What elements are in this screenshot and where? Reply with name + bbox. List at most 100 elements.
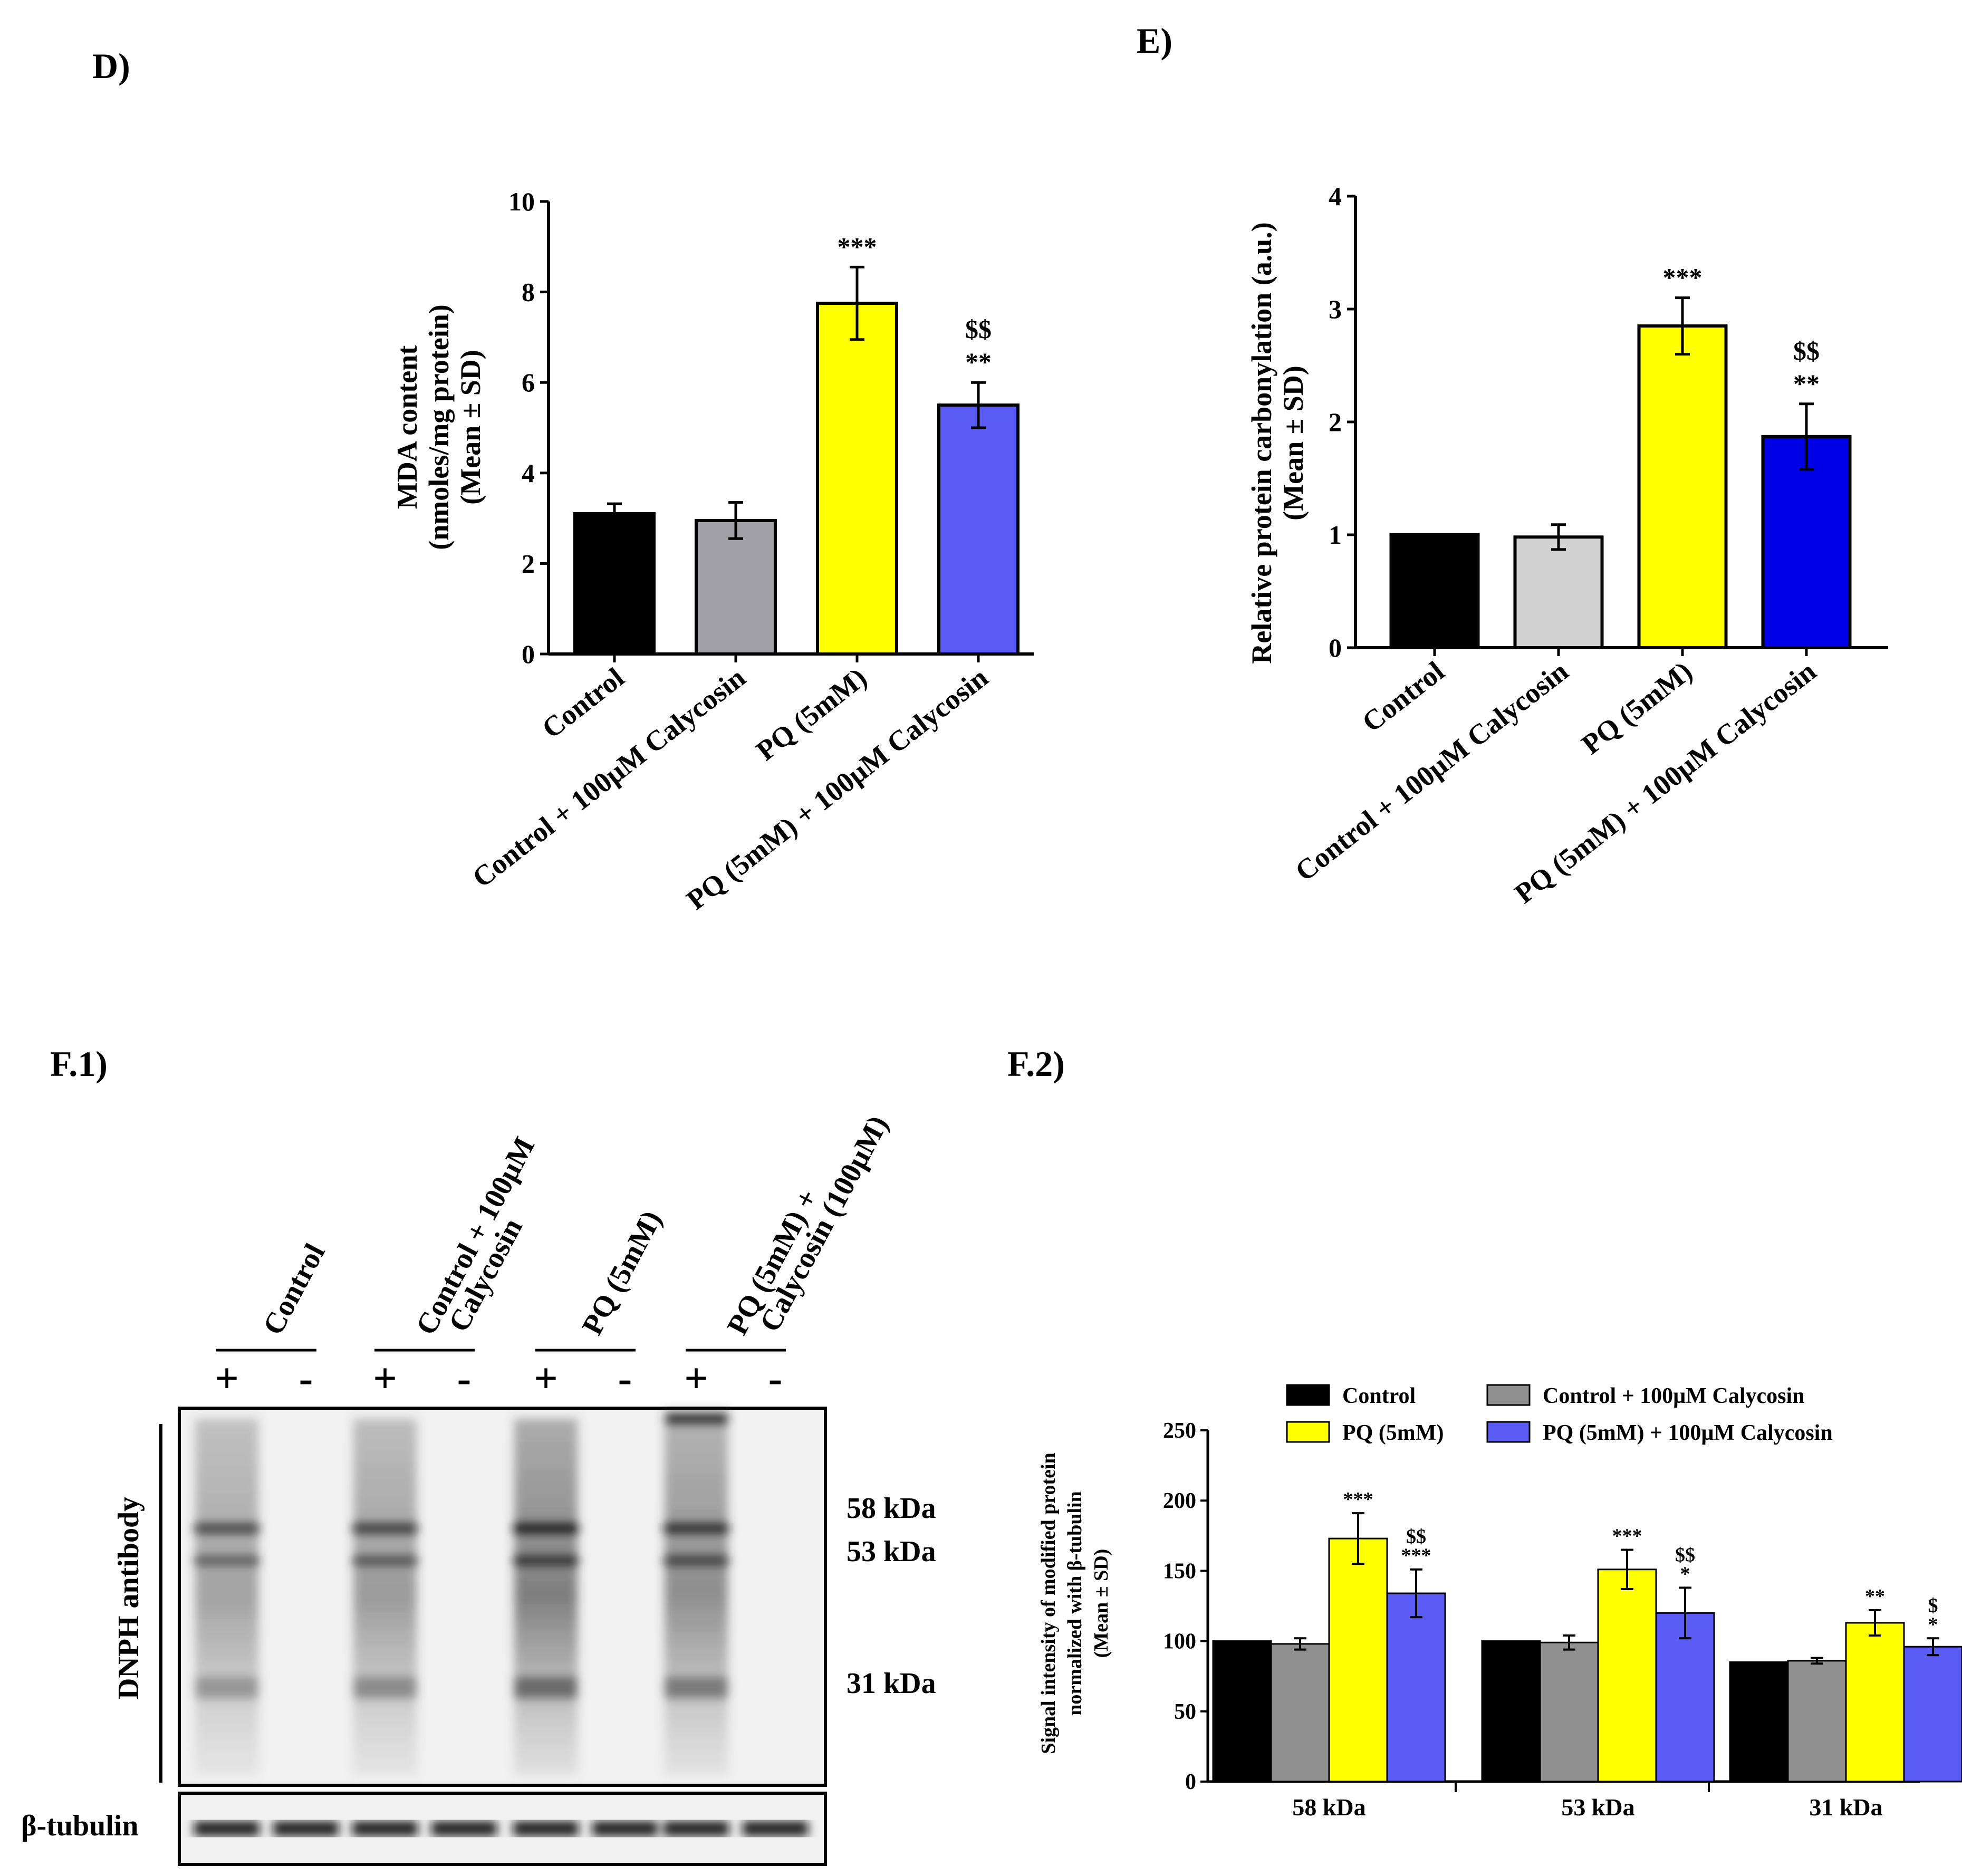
bar <box>1386 1592 1446 1783</box>
band-53kda <box>663 1556 729 1565</box>
significance-label: *** <box>1401 1545 1431 1567</box>
y-axis-label: Signal intensity of modified protein <box>1037 1452 1060 1754</box>
chart-e: 0 1 2 3 4 Relative protein carbonylation (a.u… <box>1246 181 1888 910</box>
y-tick-label: 50 <box>1174 1700 1196 1724</box>
y-tick-label: 250 <box>1163 1419 1196 1443</box>
band-53kda <box>352 1556 418 1565</box>
bar <box>1513 535 1604 650</box>
loading-control-label: β-tubulin <box>21 1810 139 1842</box>
marker-label: 31 kDa <box>847 1667 936 1700</box>
y-tick-label: 0 <box>1185 1770 1196 1794</box>
y-tick-label: 3 <box>1329 294 1342 324</box>
legend-swatch <box>1286 1421 1330 1443</box>
significance-label: * <box>1680 1563 1690 1585</box>
bar <box>1845 1622 1905 1783</box>
y-tick-label: 4 <box>522 458 535 488</box>
category-label: PQ (5mM) <box>750 661 872 767</box>
tubulin-band <box>194 1821 259 1836</box>
chart-f2: 0 50 100 150 200 250 Signal intensity of modif… <box>1037 1384 1962 1821</box>
bar <box>1761 435 1852 649</box>
panel-label-f2: F.2) <box>1007 1044 1065 1084</box>
significance-label: *** <box>1663 263 1703 292</box>
y-tick-label: 1 <box>1329 520 1342 550</box>
tubulin-band <box>273 1821 339 1836</box>
bar <box>1729 1661 1789 1783</box>
category-label: 58 kDa <box>1292 1794 1365 1821</box>
significance-label: ** <box>965 347 992 377</box>
band-31kda <box>665 1677 728 1698</box>
significance-label: * <box>1928 1613 1938 1636</box>
lane-sign-minus: - <box>768 1355 783 1402</box>
bar <box>816 302 898 656</box>
significance-label: *** <box>1343 1488 1373 1511</box>
y-axis-label: Relative protein carbonylation (a.u.) <box>1246 222 1277 663</box>
marker-label: 53 kDa <box>847 1535 936 1568</box>
significance-label: $$ <box>965 314 992 344</box>
chart-d: 0 2 4 6 8 10 MDA content (nmoles/mg protein) (Me… <box>391 187 1034 916</box>
legend-label: Control + 100µM Calycosin <box>1543 1384 1805 1408</box>
y-tick-label: 200 <box>1163 1489 1196 1513</box>
significance-label: $$ <box>1793 336 1820 365</box>
legend-label: Control <box>1342 1384 1416 1408</box>
panel-label-d: D) <box>92 46 130 86</box>
tubulin-band <box>663 1821 729 1836</box>
category-label: PQ (5mM) <box>1575 655 1698 761</box>
bar <box>1637 324 1728 649</box>
band-31kda <box>353 1677 417 1698</box>
bar <box>1328 1537 1388 1783</box>
significance-label: *** <box>1612 1525 1642 1547</box>
lane-label: Control <box>257 1238 332 1340</box>
panel-label-f1: F.1) <box>50 1044 108 1084</box>
lane-smears <box>194 1411 729 1775</box>
lane-sign-plus: + <box>534 1355 558 1402</box>
significance-label: ** <box>1793 369 1820 398</box>
y-tick-label: 2 <box>522 549 535 578</box>
gel-frame <box>178 1407 827 1787</box>
bar <box>1597 1569 1657 1783</box>
tubulin-band <box>513 1821 579 1836</box>
legend-swatch <box>1486 1421 1531 1443</box>
y-tick-label: 2 <box>1329 407 1342 437</box>
band-53kda <box>513 1556 579 1565</box>
y-axis-label: MDA content <box>391 345 423 509</box>
category-label: 31 kDa <box>1809 1794 1882 1821</box>
lane-sign-plus: + <box>684 1355 708 1402</box>
tubulin-band <box>743 1821 808 1836</box>
lane-smear <box>195 1419 258 1775</box>
significance-label: $$ <box>1675 1544 1695 1566</box>
y-tick-label: 150 <box>1163 1559 1196 1583</box>
bar <box>573 512 656 656</box>
significance-label: $ <box>1928 1594 1938 1617</box>
bar <box>1539 1641 1599 1783</box>
y-tick-label: 10 <box>508 187 535 216</box>
lane-smear <box>514 1419 578 1775</box>
bar <box>1903 1646 1962 1783</box>
lane-sign-plus: + <box>373 1355 397 1402</box>
band-58kda <box>513 1523 579 1534</box>
lane-sign-minus: - <box>299 1355 313 1402</box>
lane-sign-plus: + <box>215 1355 239 1402</box>
y-tick-label: 6 <box>522 368 535 397</box>
y-tick-label: 0 <box>1329 633 1342 662</box>
y-tick-label: 100 <box>1163 1630 1196 1654</box>
bar <box>1389 533 1480 649</box>
lane-smear <box>353 1419 417 1775</box>
category-label: 53 kDa <box>1561 1794 1634 1821</box>
y-axis-label: (Mean ± SD) <box>1090 1549 1112 1658</box>
panel-label-e: E) <box>1137 21 1172 61</box>
antibody-label: DNPH antibody <box>112 1497 145 1699</box>
y-tick-label: 0 <box>522 639 535 669</box>
y-tick-label: 4 <box>1329 181 1342 211</box>
band-top <box>666 1413 728 1424</box>
significance-label: *** <box>838 232 877 261</box>
legend-swatch <box>1486 1384 1531 1406</box>
lane-sign-minus: - <box>457 1355 472 1402</box>
significance-label: $$ <box>1406 1526 1426 1548</box>
tubulin-band <box>352 1821 418 1836</box>
bar <box>1212 1640 1272 1783</box>
band-53kda <box>194 1556 259 1565</box>
bar <box>1787 1660 1847 1783</box>
bar <box>1481 1640 1541 1783</box>
category-label: Control <box>536 661 630 744</box>
